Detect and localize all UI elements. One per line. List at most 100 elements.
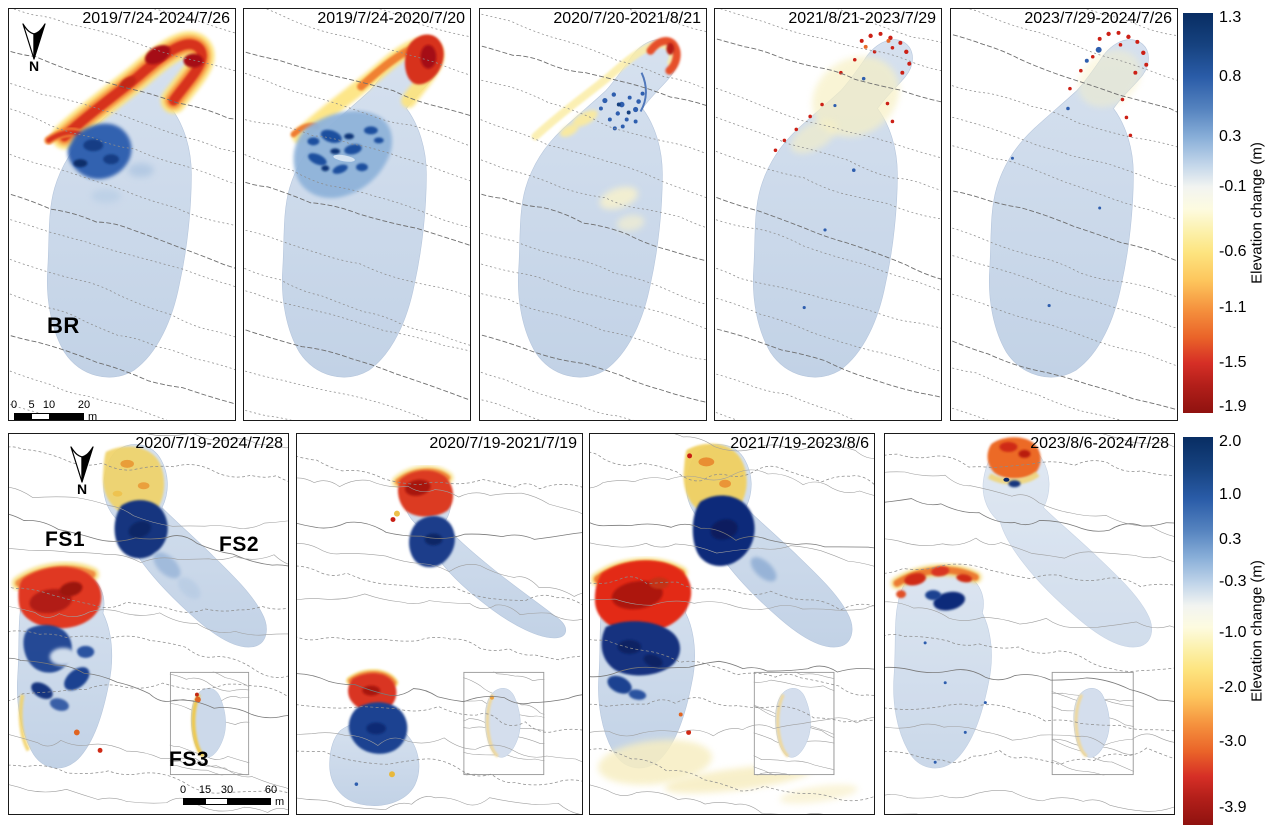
colorbar-tick-label: 0.8 bbox=[1219, 68, 1242, 85]
colorbar-tick-label: -1.0 bbox=[1219, 623, 1247, 641]
br-map-art-5 bbox=[951, 9, 1177, 420]
front-lowering-band bbox=[44, 31, 215, 150]
fs3-inset-map bbox=[169, 671, 250, 776]
contour-lines bbox=[244, 9, 470, 420]
front-erosion-specks bbox=[1068, 30, 1149, 138]
fs2-glacier-body bbox=[402, 475, 566, 639]
fs-map-art-2 bbox=[297, 456, 582, 814]
scale-tick: 30 bbox=[220, 784, 234, 796]
uplift-speckles bbox=[598, 72, 647, 131]
fs-map-art-3 bbox=[590, 434, 874, 814]
region-label-br: BR bbox=[47, 313, 80, 338]
fs-map-art-4 bbox=[885, 434, 1174, 814]
region-label-fs2: FS2 bbox=[219, 533, 260, 556]
fs3-lowering-edge bbox=[485, 693, 499, 758]
fs2-change-zones bbox=[390, 465, 455, 568]
fs3-lowering-edge bbox=[191, 693, 205, 758]
uplift-specks bbox=[1010, 46, 1102, 308]
colorbar-tick-label: 0.3 bbox=[1219, 530, 1242, 548]
map-panel-fs-1: 2020/7/19-2024/7/28 N FS1 FS2 FS3 0 15 3… bbox=[8, 433, 289, 815]
panel-title: 2020/7/20-2021/8/21 bbox=[553, 10, 701, 27]
fs3-glacier-body bbox=[1073, 688, 1110, 758]
colorbar-tick-label: -1.9 bbox=[1219, 398, 1247, 415]
panel-title: 2021/8/21-2023/7/29 bbox=[788, 10, 936, 27]
colorbar-top: 1.3 0.8 0.3 -0.1 -0.6 -1.1 -1.5 -1.9 bbox=[1183, 9, 1247, 415]
north-arrow-icon bbox=[22, 23, 46, 60]
panel-title: 2021/7/19-2023/8/6 bbox=[730, 435, 869, 452]
contour-lines bbox=[715, 9, 941, 420]
colorbar-tick-label: -0.1 bbox=[1219, 178, 1247, 195]
scale-bar: 0 5 10 20 m bbox=[11, 399, 97, 423]
colorbar-tick-label: 0.3 bbox=[1219, 128, 1242, 145]
fs1-change-zones bbox=[329, 669, 420, 806]
scale-bar-segments bbox=[14, 413, 84, 420]
thaw-tint bbox=[1078, 50, 1142, 108]
north-arrow-icon bbox=[70, 446, 94, 483]
fs3-inset-map bbox=[753, 671, 835, 776]
north-arrow: N bbox=[21, 21, 47, 74]
front-lowering-band bbox=[290, 34, 445, 144]
scale-tick: 0 bbox=[179, 784, 187, 796]
colorbar-top-axis-label: Elevation change (m) bbox=[1248, 142, 1266, 284]
panel-title: 2019/7/24-2020/7/20 bbox=[317, 10, 465, 27]
fs3-glacier-body bbox=[190, 688, 226, 758]
north-label: N bbox=[76, 481, 88, 497]
br-map-art-2 bbox=[244, 9, 470, 420]
map-panel-fs-4: 2023/8/6-2024/7/28 bbox=[884, 433, 1175, 815]
colorbar-tick-label: -1.1 bbox=[1219, 299, 1247, 317]
scale-tick: 60 bbox=[264, 784, 278, 796]
br-map-art-3 bbox=[480, 9, 706, 420]
contour-lines bbox=[885, 434, 1174, 814]
scale-unit: m bbox=[88, 411, 98, 423]
front-erosion-specks bbox=[773, 31, 912, 153]
contour-lines bbox=[9, 9, 235, 420]
fs3-lowering-edge bbox=[1074, 693, 1088, 758]
uplift-zone bbox=[293, 110, 393, 199]
fs3-inset-map bbox=[463, 671, 545, 776]
uplift-zone bbox=[67, 123, 154, 204]
contour-lines bbox=[297, 456, 582, 814]
colorbar-bottom-axis-label: Elevation change (m) bbox=[1248, 560, 1266, 702]
glacier-body bbox=[518, 39, 678, 378]
colorbar-tick-label: -1.5 bbox=[1219, 354, 1247, 371]
thaw-tint bbox=[790, 56, 900, 154]
colorbar-tick-label: 1.3 bbox=[1219, 8, 1242, 26]
panel-title: 2019/7/24-2024/7/26 bbox=[82, 10, 230, 27]
contour-lines bbox=[590, 434, 874, 814]
fs3-inset-map bbox=[1051, 671, 1134, 776]
scale-unit: m bbox=[275, 796, 285, 808]
fs-map-art-1 bbox=[9, 434, 288, 813]
fs3-glacier-body bbox=[775, 688, 811, 758]
front-lowering-band bbox=[531, 37, 681, 141]
thaw-tint bbox=[599, 186, 645, 232]
colorbar-tick-label: -3.9 bbox=[1219, 798, 1247, 816]
br-map-art-1 bbox=[9, 9, 235, 420]
fs3-orange-spot bbox=[195, 696, 201, 703]
fs2-change-zones bbox=[102, 446, 201, 600]
north-arrow: N bbox=[69, 444, 95, 497]
map-panel-fs-3: 2021/7/19-2023/8/6 bbox=[589, 433, 875, 815]
uplift-specks bbox=[802, 76, 866, 310]
map-panel-br-5: 2023/7/29-2024/7/26 bbox=[950, 8, 1178, 421]
region-label-fs3: FS3 bbox=[169, 748, 210, 771]
br-map-art-4 bbox=[715, 9, 941, 420]
colorbar-bottom: 2.0 1.0 0.3 -0.3 -1.0 -2.0 -3.0 -3.9 bbox=[1183, 433, 1247, 825]
scale-bar-segments bbox=[183, 798, 271, 805]
fs1-change-zones bbox=[11, 562, 103, 753]
colorbar-tick-label: 2.0 bbox=[1219, 432, 1242, 450]
fs2-change-zones bbox=[987, 437, 1041, 488]
panel-title: 2023/7/29-2024/7/26 bbox=[1024, 10, 1172, 27]
colorbar-tick-label: -0.6 bbox=[1219, 243, 1247, 261]
fs3-red-spot bbox=[195, 692, 199, 697]
map-panel-br-3: 2020/7/20-2021/8/21 bbox=[479, 8, 707, 421]
map-panel-br-2: 2019/7/24-2020/7/20 bbox=[243, 8, 471, 421]
panel-title: 2020/7/19-2021/7/19 bbox=[429, 435, 577, 452]
contour-lines bbox=[951, 9, 1177, 420]
colorbar-tick-label: -3.0 bbox=[1219, 732, 1247, 750]
contour-lines bbox=[9, 434, 288, 813]
scale-tick: 0 bbox=[10, 399, 18, 411]
north-label: N bbox=[28, 58, 40, 74]
scale-tick: 5 bbox=[28, 399, 35, 411]
panel-title: 2020/7/19-2024/7/28 bbox=[135, 435, 283, 452]
